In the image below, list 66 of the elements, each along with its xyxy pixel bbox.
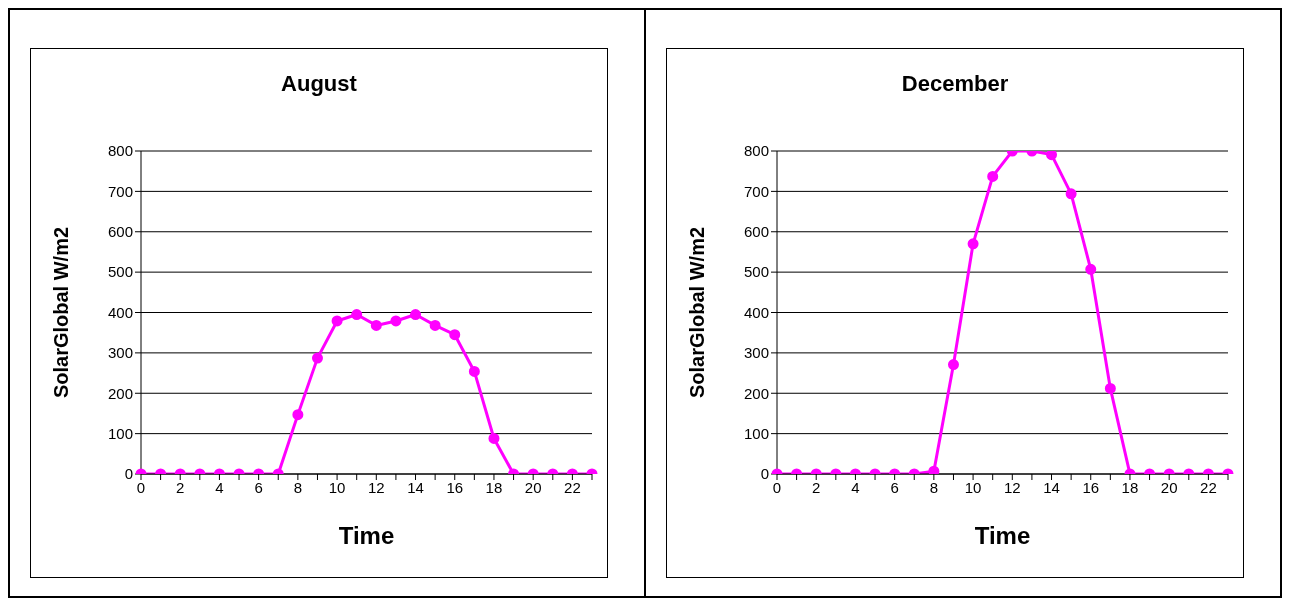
point — [410, 309, 422, 321]
point — [1046, 151, 1058, 161]
y-tick-label: 100 — [743, 424, 769, 442]
y-tick-label: 200 — [107, 384, 133, 402]
x-tick-label: 14 — [1043, 478, 1060, 496]
chart-title: December — [900, 71, 1010, 97]
y-tick-label: 600 — [107, 223, 133, 241]
point — [468, 365, 480, 377]
y-tick-label: 800 — [743, 142, 769, 160]
point — [449, 329, 461, 341]
chart-title: August — [280, 71, 358, 97]
x-tick-label: 2 — [812, 478, 821, 496]
point — [947, 359, 959, 371]
x-tick-label: 16 — [446, 478, 464, 496]
point — [311, 352, 323, 364]
x-tick-label: 10 — [964, 478, 982, 496]
x-tick-label: 12 — [367, 478, 385, 496]
y-tick-label: 800 — [107, 142, 133, 160]
x-tick-label: 20 — [524, 478, 542, 496]
x-tick-label: 6 — [890, 478, 899, 496]
point — [1104, 382, 1116, 394]
x-tick-label: 8 — [293, 478, 303, 496]
x-tick-label: 18 — [1121, 478, 1139, 496]
x-tick-label: 0 — [772, 478, 782, 496]
x-tick-label: 16 — [1082, 478, 1100, 496]
point — [987, 170, 999, 182]
y-tick-label: 300 — [743, 344, 769, 362]
x-tick-label: 14 — [407, 478, 424, 496]
x-tick-label: 22 — [1200, 478, 1217, 496]
y-axis-title: SolarGlobal W/m2 — [50, 226, 73, 399]
point — [1065, 188, 1077, 200]
y-tick-label: 500 — [107, 263, 133, 281]
point — [928, 465, 940, 474]
y-tick-label: 0 — [124, 465, 133, 483]
point — [488, 432, 500, 444]
x-tick-label: 2 — [176, 478, 185, 496]
y-tick-label: 200 — [743, 384, 769, 402]
point — [429, 319, 441, 331]
x-tick-label: 22 — [564, 478, 581, 496]
point — [351, 309, 363, 321]
x-axis-title: Time — [974, 522, 1031, 549]
x-axis-title: Time — [338, 522, 395, 549]
x-tick-label: 18 — [485, 478, 503, 496]
y-tick-label: 400 — [107, 303, 133, 321]
x-tick-label: 10 — [328, 478, 346, 496]
x-tick-label: 8 — [929, 478, 939, 496]
x-tick-label: 6 — [254, 478, 263, 496]
point — [390, 315, 402, 327]
y-tick-label: 700 — [743, 182, 769, 200]
y-tick-label: 400 — [743, 303, 769, 321]
x-tick-label: 0 — [136, 478, 146, 496]
y-axis-title: SolarGlobal W/m2 — [686, 226, 709, 399]
x-tick-label: 4 — [215, 478, 224, 496]
y-tick-label: 700 — [107, 182, 133, 200]
point — [967, 238, 979, 250]
y-tick-label: 300 — [107, 344, 133, 362]
point — [331, 315, 343, 327]
y-tick-label: 100 — [107, 424, 133, 442]
x-tick-label: 20 — [1160, 478, 1178, 496]
y-tick-label: 0 — [760, 465, 769, 483]
x-tick-label: 4 — [851, 478, 860, 496]
point — [1085, 263, 1097, 275]
x-tick-label: 12 — [1003, 478, 1021, 496]
y-tick-label: 500 — [743, 263, 769, 281]
y-tick-label: 600 — [743, 223, 769, 241]
point — [370, 319, 382, 331]
